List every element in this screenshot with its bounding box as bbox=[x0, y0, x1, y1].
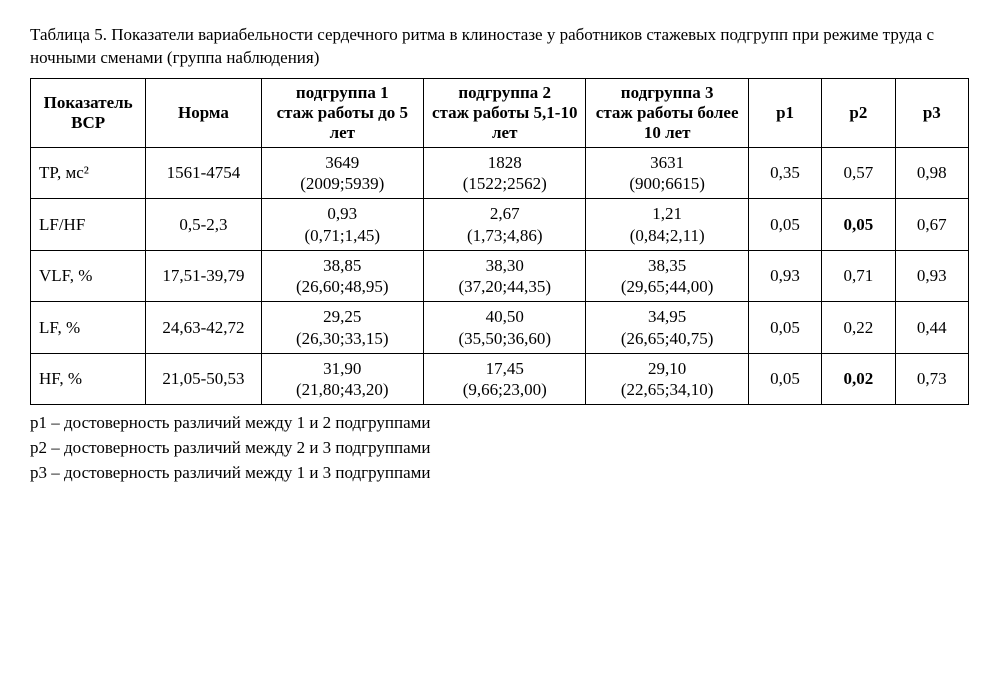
row-subgroup1: 3649(2009;5939) bbox=[261, 147, 423, 199]
row-subgroup1: 38,85(26,60;48,95) bbox=[261, 250, 423, 302]
row-p1: 0,93 bbox=[748, 250, 821, 302]
col-header-norm: Норма bbox=[146, 78, 261, 147]
value-ci: (1,73;4,86) bbox=[467, 225, 543, 246]
value-ci: (37,20;44,35) bbox=[458, 276, 551, 297]
table-row: LF/HF0,5-2,30,93(0,71;1,45)2,67(1,73;4,8… bbox=[31, 199, 969, 251]
value-ci: (0,84;2,11) bbox=[630, 225, 705, 246]
col-header-sub2: подгруппа 2стаж работы 5,1-10 лет bbox=[424, 78, 586, 147]
row-subgroup3: 38,35(29,65;44,00) bbox=[586, 250, 748, 302]
value-main: 3631 bbox=[629, 152, 705, 173]
row-p3: 0,98 bbox=[895, 147, 968, 199]
value-ci: (26,60;48,95) bbox=[296, 276, 389, 297]
row-norm: 1561-4754 bbox=[146, 147, 261, 199]
row-subgroup1: 0,93(0,71;1,45) bbox=[261, 199, 423, 251]
value-ci: (21,80;43,20) bbox=[296, 379, 389, 400]
col-header-label: Показатель ВСР bbox=[31, 78, 146, 147]
col-header-sub3: подгруппа 3стаж работы более 10 лет bbox=[586, 78, 748, 147]
row-p2: 0,22 bbox=[822, 302, 895, 354]
value-main: 38,35 bbox=[621, 255, 714, 276]
col-header-p2: p2 bbox=[822, 78, 895, 147]
value-ci: (35,50;36,60) bbox=[458, 328, 551, 349]
value-main: 29,25 bbox=[296, 306, 389, 327]
value-main: 34,95 bbox=[621, 306, 714, 327]
value-ci: (26,30;33,15) bbox=[296, 328, 389, 349]
row-subgroup2: 1828(1522;2562) bbox=[424, 147, 586, 199]
value-main: 40,50 bbox=[458, 306, 551, 327]
row-p2: 0,57 bbox=[822, 147, 895, 199]
value-main: 38,85 bbox=[296, 255, 389, 276]
value-main: 2,67 bbox=[467, 203, 543, 224]
footnotes: p1 – достоверность различий между 1 и 2 … bbox=[30, 411, 969, 484]
row-p1: 0,05 bbox=[748, 199, 821, 251]
row-subgroup3: 3631(900;6615) bbox=[586, 147, 748, 199]
row-subgroup3: 1,21(0,84;2,11) bbox=[586, 199, 748, 251]
table-row: VLF, %17,51-39,7938,85(26,60;48,95)38,30… bbox=[31, 250, 969, 302]
row-subgroup2: 40,50(35,50;36,60) bbox=[424, 302, 586, 354]
row-p3: 0,44 bbox=[895, 302, 968, 354]
row-p2: 0,05 bbox=[822, 199, 895, 251]
row-subgroup3: 34,95(26,65;40,75) bbox=[586, 302, 748, 354]
row-p3: 0,73 bbox=[895, 353, 968, 405]
value-main: 1,21 bbox=[630, 203, 705, 224]
row-p1: 0,35 bbox=[748, 147, 821, 199]
value-ci: (26,65;40,75) bbox=[621, 328, 714, 349]
row-p1: 0,05 bbox=[748, 302, 821, 354]
data-table: Показатель ВСР Норма подгруппа 1стаж раб… bbox=[30, 78, 969, 406]
row-label: TP, мс² bbox=[31, 147, 146, 199]
row-p1: 0,05 bbox=[748, 353, 821, 405]
footnote-p3: p3 – достоверность различий между 1 и 3 … bbox=[30, 461, 969, 485]
row-norm: 17,51-39,79 bbox=[146, 250, 261, 302]
row-subgroup2: 38,30(37,20;44,35) bbox=[424, 250, 586, 302]
value-ci: (29,65;44,00) bbox=[621, 276, 714, 297]
row-p2: 0,02 bbox=[822, 353, 895, 405]
value-ci: (2009;5939) bbox=[300, 173, 384, 194]
value-main: 31,90 bbox=[296, 358, 389, 379]
footnote-p1: p1 – достоверность различий между 1 и 2 … bbox=[30, 411, 969, 435]
row-norm: 21,05-50,53 bbox=[146, 353, 261, 405]
table-row: LF, %24,63-42,7229,25(26,30;33,15)40,50(… bbox=[31, 302, 969, 354]
row-subgroup2: 2,67(1,73;4,86) bbox=[424, 199, 586, 251]
value-main: 17,45 bbox=[463, 358, 547, 379]
col-header-sub1: подгруппа 1стаж работы до 5 лет bbox=[261, 78, 423, 147]
row-label: LF/HF bbox=[31, 199, 146, 251]
table-row: TP, мс²1561-47543649(2009;5939)1828(1522… bbox=[31, 147, 969, 199]
row-subgroup3: 29,10(22,65;34,10) bbox=[586, 353, 748, 405]
row-p3: 0,67 bbox=[895, 199, 968, 251]
row-norm: 0,5-2,3 bbox=[146, 199, 261, 251]
row-subgroup1: 29,25(26,30;33,15) bbox=[261, 302, 423, 354]
row-p3: 0,93 bbox=[895, 250, 968, 302]
footnote-p2: p2 – достоверность различий между 2 и 3 … bbox=[30, 436, 969, 460]
value-ci: (22,65;34,10) bbox=[621, 379, 714, 400]
col-header-p1: p1 bbox=[748, 78, 821, 147]
row-label: VLF, % bbox=[31, 250, 146, 302]
row-norm: 24,63-42,72 bbox=[146, 302, 261, 354]
row-subgroup2: 17,45(9,66;23,00) bbox=[424, 353, 586, 405]
value-ci: (1522;2562) bbox=[463, 173, 547, 194]
value-main: 29,10 bbox=[621, 358, 714, 379]
table-row: HF, %21,05-50,5331,90(21,80;43,20)17,45(… bbox=[31, 353, 969, 405]
table-header-row: Показатель ВСР Норма подгруппа 1стаж раб… bbox=[31, 78, 969, 147]
table-caption: Таблица 5. Показатели вариабельности сер… bbox=[30, 24, 969, 70]
value-ci: (0,71;1,45) bbox=[305, 225, 381, 246]
row-p2: 0,71 bbox=[822, 250, 895, 302]
row-subgroup1: 31,90(21,80;43,20) bbox=[261, 353, 423, 405]
value-main: 3649 bbox=[300, 152, 384, 173]
value-main: 0,93 bbox=[305, 203, 381, 224]
value-main: 38,30 bbox=[458, 255, 551, 276]
value-ci: (900;6615) bbox=[629, 173, 705, 194]
value-ci: (9,66;23,00) bbox=[463, 379, 547, 400]
row-label: LF, % bbox=[31, 302, 146, 354]
col-header-p3: p3 bbox=[895, 78, 968, 147]
row-label: HF, % bbox=[31, 353, 146, 405]
value-main: 1828 bbox=[463, 152, 547, 173]
